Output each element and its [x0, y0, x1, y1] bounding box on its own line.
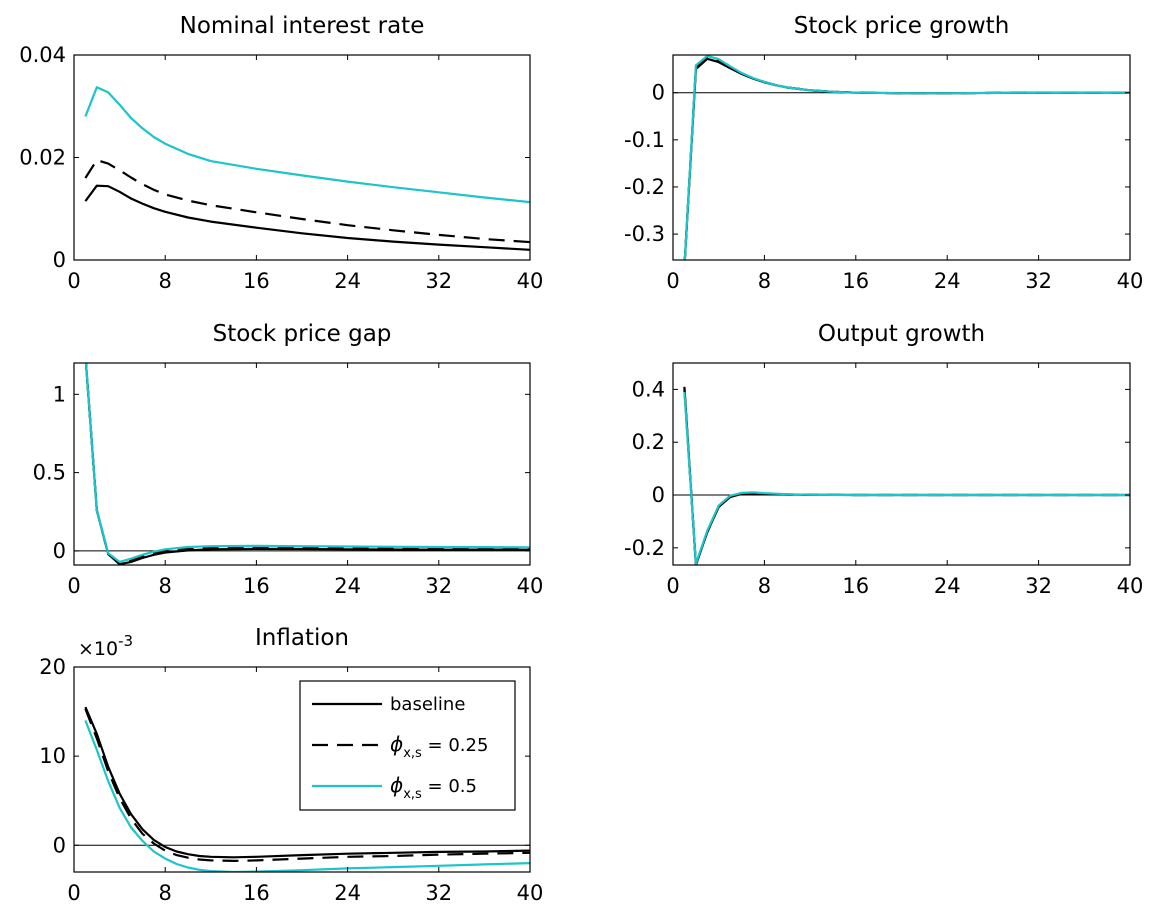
- x-tick-label: 32: [1025, 269, 1052, 293]
- y-tick-label: 0.4: [632, 377, 665, 401]
- series-line-baseline: [84, 184, 530, 251]
- x-tick-label: 0: [67, 881, 80, 905]
- y-tick-label: 20: [39, 655, 66, 679]
- series-group: [84, 86, 530, 251]
- x-tick-label: 0: [666, 574, 679, 598]
- panel-2: 0 8 16 24 32 40 -0.3 -0.2 -0.1 0 Stock price growt…: [624, 13, 1143, 293]
- panel-title: Nominal interest rate: [180, 13, 425, 39]
- series-line-phi_05: [84, 720, 530, 872]
- legend-label-baseline: baseline: [390, 694, 465, 715]
- panel-3: 0 8 16 24 32 40 0 0.5 1 Stock price gap: [33, 321, 544, 598]
- x-tick-label: 24: [934, 574, 961, 598]
- series-line-phi_025: [84, 708, 530, 863]
- series-line-phi_05: [84, 363, 530, 564]
- x-tick-label: 40: [1117, 269, 1144, 293]
- x-tick-label: 0: [67, 269, 80, 293]
- y-tick-label: -0.1: [624, 128, 665, 152]
- panel-5: 0 8 16 24 32 40 0 10 20 Inflation ×10-3 baseline ϕx,…: [39, 625, 543, 905]
- axes-frame: [672, 54, 1131, 261]
- x-tick-label: 24: [934, 269, 961, 293]
- y-tick-label: 0: [53, 248, 66, 272]
- x-tick-label: 8: [159, 574, 172, 598]
- y-tick-label: 0.02: [19, 146, 66, 170]
- x-tick-label: 0: [67, 574, 80, 598]
- y-tick-label: 0.04: [19, 43, 66, 67]
- series-group: [683, 386, 1130, 565]
- axes-frame: [672, 362, 1131, 566]
- x-tick-label: 8: [159, 269, 172, 293]
- y-tick-label: 0: [652, 81, 665, 105]
- y-tick-label: 0: [53, 539, 66, 563]
- plot-area: [74, 363, 530, 565]
- y-tick-label: 0: [652, 483, 665, 507]
- panel-title: Stock price gap: [213, 321, 392, 347]
- y-tick-label: 1: [53, 382, 66, 406]
- x-tick-label: 16: [842, 574, 869, 598]
- x-tick-label: 16: [842, 269, 869, 293]
- y-tick-label: -0.2: [624, 175, 665, 199]
- panel-1: 0 8 16 24 32 40 0 0.02 0.04 Nominal interest rate: [19, 13, 543, 293]
- x-tick-label: 8: [159, 881, 172, 905]
- plot-area: [673, 55, 1130, 260]
- x-tick-label: 24: [334, 574, 361, 598]
- x-tick-label: 24: [334, 881, 361, 905]
- x-tick-label: 40: [517, 269, 544, 293]
- y-tick-label: 0.2: [632, 430, 665, 454]
- x-tick-label: 0: [666, 269, 679, 293]
- axes-frame: [73, 362, 531, 566]
- panel-title: Output growth: [818, 321, 985, 347]
- y-tick-label: -0.2: [624, 536, 665, 560]
- x-tick-label: 16: [243, 881, 270, 905]
- x-tick-label: 24: [334, 269, 361, 293]
- y-tick-label: 0: [53, 833, 66, 857]
- x-tick-label: 32: [425, 881, 452, 905]
- x-tick-label: 16: [243, 269, 270, 293]
- legend-box: [299, 680, 516, 811]
- x-tick-label: 8: [758, 269, 771, 293]
- plot-area: [74, 55, 530, 260]
- x-tick-label: 32: [1025, 574, 1052, 598]
- series-line-phi_05: [683, 391, 1130, 565]
- x-tick-label: 40: [517, 574, 544, 598]
- series-group: [84, 706, 530, 872]
- x-tick-label: 40: [517, 881, 544, 905]
- legend: baseline ϕx,s = 0.25 ϕx,s = 0.5: [299, 680, 516, 811]
- y-exponent-label: ×10-3: [78, 632, 133, 660]
- series-line-baseline: [84, 706, 530, 859]
- panel-title: Inflation: [255, 625, 349, 651]
- panel-title: Stock price growth: [794, 13, 1010, 39]
- x-tick-label: 16: [243, 574, 270, 598]
- series-line-phi_05: [683, 55, 1130, 260]
- x-tick-label: 32: [425, 574, 452, 598]
- y-tick-label: 0.5: [33, 461, 66, 485]
- x-tick-label: 32: [425, 269, 452, 293]
- plot-area: [673, 363, 1130, 565]
- y-tick-label: -0.3: [624, 222, 665, 246]
- legend-label-phi_025: ϕx,s = 0.25: [390, 732, 488, 761]
- series-group: [84, 363, 530, 565]
- series-group: [683, 55, 1130, 260]
- x-tick-label: 8: [758, 574, 771, 598]
- y-tick-label: 10: [39, 744, 66, 768]
- axes-frame: [73, 666, 531, 873]
- legend-label-phi_05: ϕx,s = 0.5: [390, 773, 477, 802]
- series-line-phi_05: [84, 86, 530, 204]
- x-tick-label: 40: [1117, 574, 1144, 598]
